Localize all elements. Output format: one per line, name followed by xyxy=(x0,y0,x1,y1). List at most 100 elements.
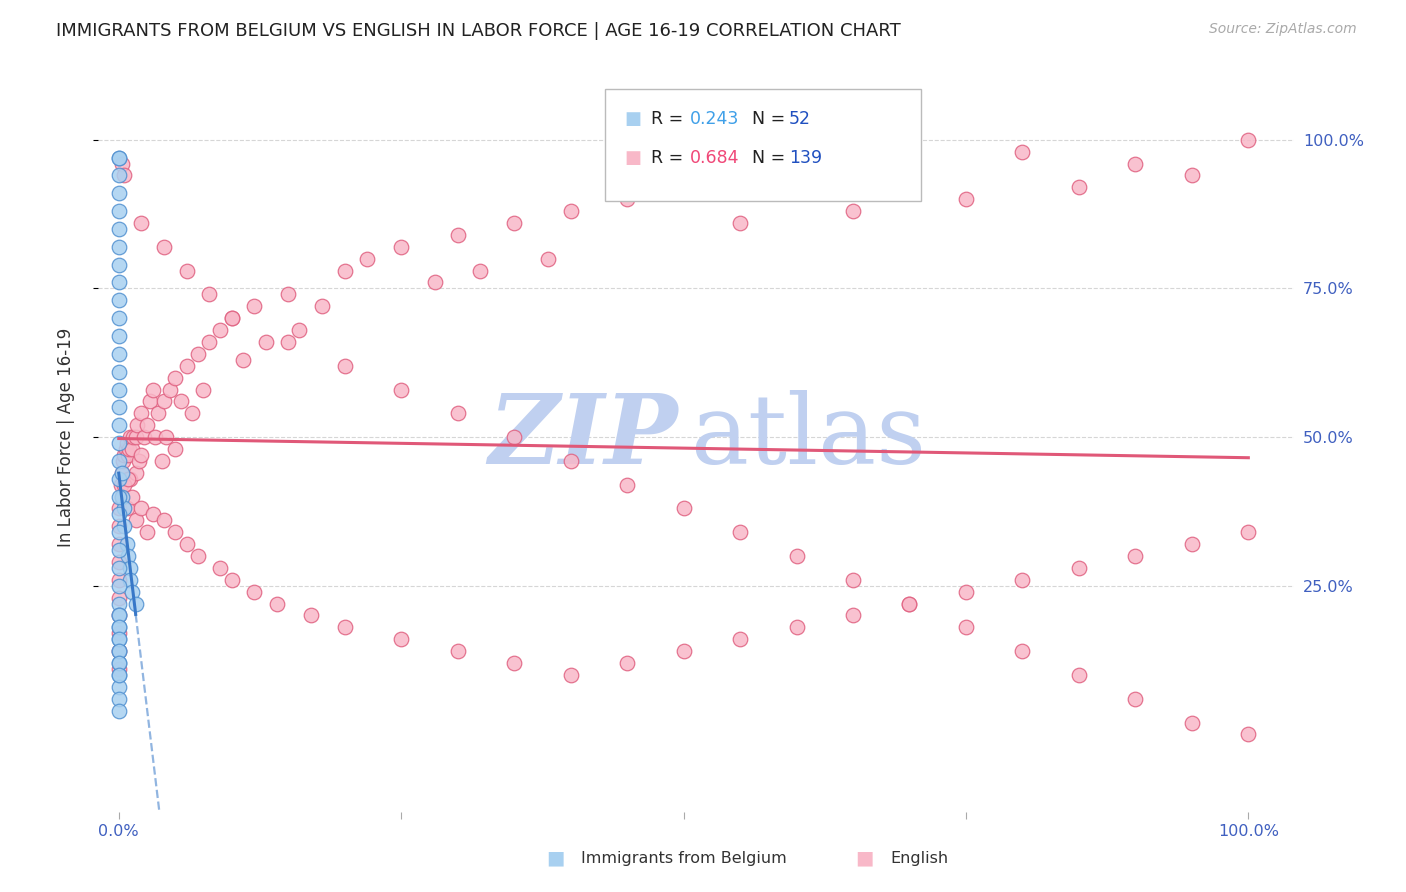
Point xyxy=(107,579,129,593)
Point xyxy=(142,508,165,522)
Text: ■: ■ xyxy=(624,149,641,167)
Point xyxy=(107,561,129,575)
Point xyxy=(1067,180,1090,194)
Point xyxy=(356,252,378,266)
Text: 139: 139 xyxy=(789,149,823,167)
Point xyxy=(503,216,526,230)
Point xyxy=(107,668,129,682)
Point xyxy=(153,394,176,409)
Point xyxy=(118,442,141,456)
Point xyxy=(254,334,277,349)
Point xyxy=(107,519,129,533)
Point xyxy=(111,490,134,504)
Point xyxy=(107,490,129,504)
Point xyxy=(616,656,638,670)
Point xyxy=(107,169,129,183)
Point xyxy=(111,466,134,480)
Point xyxy=(107,258,129,272)
Point xyxy=(333,263,356,277)
Text: N =: N = xyxy=(741,149,790,167)
Text: Immigrants from Belgium: Immigrants from Belgium xyxy=(581,851,786,865)
Point xyxy=(898,597,921,611)
Text: ■: ■ xyxy=(546,848,565,868)
Point xyxy=(107,608,129,623)
Text: ZIP: ZIP xyxy=(488,390,678,484)
Point xyxy=(107,644,129,658)
Point xyxy=(142,383,165,397)
Point xyxy=(107,591,129,605)
Point xyxy=(125,597,148,611)
Text: N =: N = xyxy=(741,110,790,128)
Point xyxy=(107,383,129,397)
Point xyxy=(898,156,921,170)
Point xyxy=(111,156,134,170)
Point xyxy=(125,430,148,444)
Point xyxy=(111,466,134,480)
Point xyxy=(107,525,129,540)
Point xyxy=(389,383,412,397)
Point xyxy=(111,490,134,504)
Point xyxy=(107,311,129,326)
Point xyxy=(243,584,266,599)
Point xyxy=(672,644,695,658)
Point xyxy=(176,537,198,551)
Point xyxy=(786,549,808,563)
Point xyxy=(115,501,138,516)
Point xyxy=(107,240,129,254)
Point xyxy=(1181,169,1204,183)
Point xyxy=(446,644,468,658)
Point xyxy=(125,418,148,433)
Point xyxy=(288,323,311,337)
Point xyxy=(842,573,865,587)
Point xyxy=(165,525,187,540)
Point xyxy=(1011,573,1033,587)
Point xyxy=(728,525,751,540)
Point xyxy=(955,192,977,206)
Point xyxy=(107,644,129,658)
Point xyxy=(117,472,139,486)
Point xyxy=(153,513,176,527)
Point xyxy=(107,632,129,647)
Point xyxy=(266,597,288,611)
Point xyxy=(1125,549,1147,563)
Point xyxy=(1067,561,1090,575)
Text: 0.243: 0.243 xyxy=(690,110,740,128)
Text: R =: R = xyxy=(651,110,689,128)
Point xyxy=(112,501,135,516)
Point xyxy=(176,359,198,373)
Point xyxy=(118,561,141,575)
Point xyxy=(115,436,138,450)
Point xyxy=(107,555,129,569)
Point xyxy=(114,442,136,456)
Point xyxy=(1067,668,1090,682)
Text: ■: ■ xyxy=(855,848,875,868)
Point xyxy=(128,454,150,468)
Point xyxy=(1011,145,1033,159)
Point xyxy=(107,680,129,694)
Point xyxy=(153,240,176,254)
Point xyxy=(107,620,129,634)
Point xyxy=(221,311,243,326)
Point xyxy=(311,299,333,313)
Text: ■: ■ xyxy=(624,110,641,128)
Point xyxy=(560,454,582,468)
Point xyxy=(150,454,173,468)
Point xyxy=(446,406,468,420)
Text: atlas: atlas xyxy=(690,390,927,484)
Point xyxy=(107,276,129,290)
Point xyxy=(1011,644,1033,658)
Point xyxy=(446,227,468,242)
Point xyxy=(333,620,356,634)
Point xyxy=(131,501,153,516)
Point xyxy=(728,216,751,230)
Point xyxy=(131,216,153,230)
Point xyxy=(115,537,138,551)
Point xyxy=(165,370,187,384)
Point xyxy=(107,329,129,343)
Point xyxy=(786,620,808,634)
Point xyxy=(1181,537,1204,551)
Point xyxy=(107,151,129,165)
Point xyxy=(107,704,129,718)
Point xyxy=(121,442,143,456)
Point xyxy=(221,311,243,326)
